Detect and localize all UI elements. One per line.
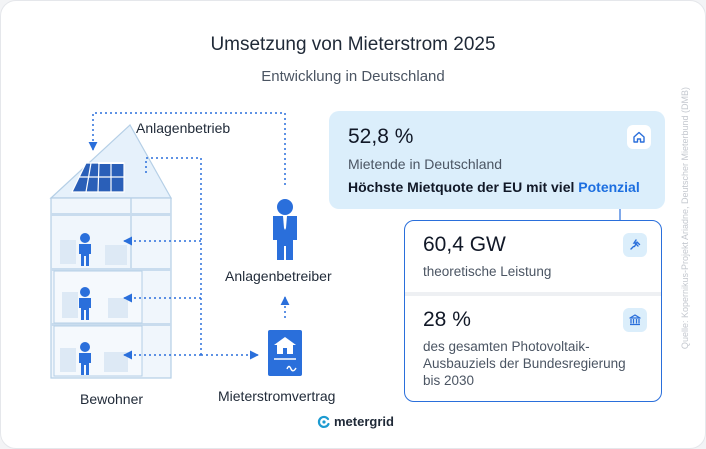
bank-icon — [623, 308, 647, 332]
anlagenbetrieb-label: Anlagenbetrieb — [136, 120, 231, 136]
divider — [405, 292, 661, 296]
resident-icon — [79, 342, 91, 375]
metergrid-logo-icon — [317, 415, 330, 428]
anlagenbetrieb-arrow — [88, 112, 286, 185]
stat-value: 28 % — [423, 308, 471, 331]
apartment-house-illustration — [49, 124, 173, 379]
stat-card-mietquote: 52,8 % Mietende in Deutschland Höchste M… — [329, 111, 665, 209]
resident-icon — [79, 233, 91, 266]
house-icon — [627, 125, 651, 149]
bewohner-label: Bewohner — [80, 391, 144, 407]
operator-person-icon — [273, 199, 297, 260]
solar-panel-icon — [71, 162, 125, 193]
logo-text: metergrid — [334, 414, 394, 429]
page-subtitle: Entwicklung in Deutschland — [261, 68, 445, 85]
stat-label: theoretische Leistung — [423, 264, 552, 279]
stat-card-leistung: 60,4 GW theoretische Leistung — [405, 221, 661, 292]
plug-icon — [623, 233, 647, 257]
stat-card-ausbauziel: 28 % des gesamten Photovoltaik-Ausbauzie… — [405, 296, 661, 401]
metergrid-logo: metergrid — [317, 414, 394, 429]
stat-value: 52,8 % — [348, 125, 414, 148]
anlagenbetreiber-label: Anlagenbetreiber — [225, 268, 332, 284]
stat-value: 60,4 GW — [423, 233, 506, 256]
stat-label: des gesamten Photovoltaik-Ausbauziels de… — [423, 339, 626, 388]
headline-accent: Potenzial — [578, 179, 640, 195]
page-title: Umsetzung von Mieterstrom 2025 — [210, 34, 496, 55]
mieterstromvertrag-label: Mieterstromvertrag — [218, 388, 336, 404]
contract-document-icon — [268, 330, 302, 376]
stat-card-group: 60,4 GW theoretische Leistung 28 % des g… — [404, 220, 662, 402]
resident-icon — [79, 287, 91, 320]
flow-connectors — [88, 112, 290, 360]
supply-line — [145, 157, 202, 355]
headline-prefix: Höchste Mietquote der EU mit viel — [348, 179, 579, 195]
stat-label: Mietende in Deutschland — [348, 156, 503, 172]
stat-headline: Höchste Mietquote der EU mit viel Potenz… — [348, 179, 640, 195]
